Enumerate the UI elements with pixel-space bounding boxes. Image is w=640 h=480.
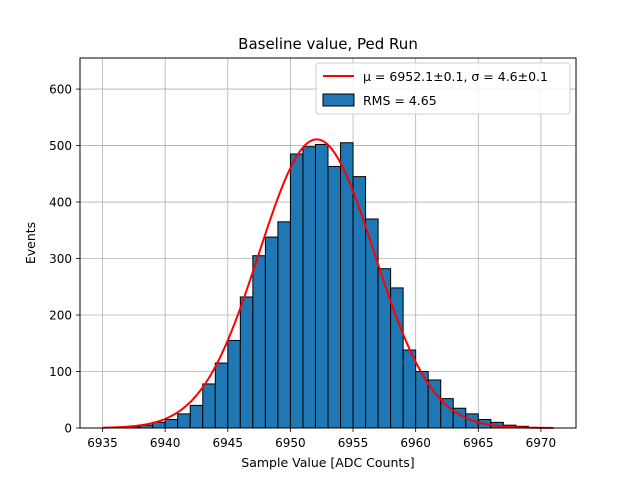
histogram-bar	[264, 236, 279, 429]
x-tick-label: 6965	[463, 436, 494, 450]
histogram-bar	[252, 255, 266, 429]
bars-layer	[127, 142, 542, 429]
y-tick-label: 600	[49, 83, 72, 97]
histogram-bar	[440, 398, 454, 429]
histogram-bar	[352, 176, 367, 429]
y-axis-label: Events	[23, 222, 38, 264]
y-tick-label: 400	[49, 196, 72, 210]
histogram-bar	[377, 268, 392, 429]
legend-hist-label: RMS = 4.65	[363, 93, 437, 108]
histogram-bar	[214, 362, 229, 429]
x-axis-ticks: 6935 6940 6945 6950 6955 6960 6965 6970	[87, 428, 556, 450]
x-tick-label: 6955	[338, 436, 369, 450]
y-tick-label: 0	[64, 422, 72, 436]
gaussian-fit-line	[102, 138, 554, 429]
histogram-bar	[314, 143, 329, 429]
x-tick-label: 6945	[213, 436, 244, 450]
histogram-bar	[164, 419, 179, 429]
chart-title: Baseline value, Ped Run	[238, 35, 418, 53]
histogram-bar	[239, 296, 254, 429]
plot-area	[79, 57, 577, 429]
histogram-bar	[402, 349, 417, 429]
x-tick-label: 6970	[526, 436, 557, 450]
x-axis-label: Sample Value [ADC Counts]	[241, 455, 414, 470]
legend-box	[315, 62, 571, 115]
y-tick-label: 500	[49, 139, 72, 153]
y-axis-ticks: 0 100 200 300 400 500 600	[49, 83, 80, 436]
x-tick-label: 6935	[87, 436, 118, 450]
histogram-bar	[189, 404, 204, 429]
histogram-bar	[289, 153, 304, 429]
x-tick-label: 6940	[150, 436, 181, 450]
legend: μ = 6952.1±0.1, σ = 4.6±0.1 RMS = 4.65	[315, 62, 571, 115]
y-tick-label: 100	[49, 365, 72, 379]
histogram-bar	[365, 218, 379, 429]
legend-fit-label: μ = 6952.1±0.1, σ = 4.6±0.1	[363, 69, 548, 84]
plot-frame	[79, 57, 577, 429]
y-tick-label: 300	[49, 252, 72, 266]
x-tick-label: 6950	[275, 436, 306, 450]
y-tick-label: 200	[49, 309, 72, 323]
histogram-bar	[327, 165, 342, 429]
histogram-bar	[202, 383, 216, 429]
histogram-bar	[302, 146, 316, 429]
histogram-bar	[177, 413, 191, 429]
legend-hist-swatch	[322, 93, 355, 107]
histogram-bar	[227, 339, 241, 429]
histogram-bar	[277, 221, 291, 429]
x-tick-label: 6960	[400, 436, 431, 450]
